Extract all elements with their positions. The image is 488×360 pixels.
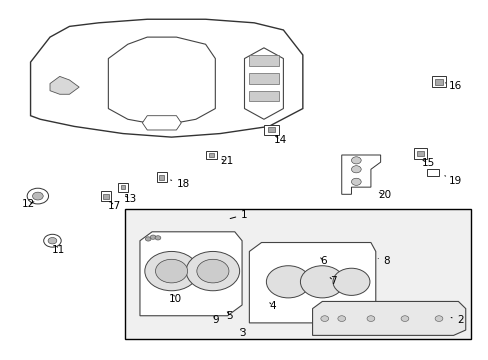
Circle shape	[155, 236, 161, 240]
Circle shape	[366, 316, 374, 321]
Polygon shape	[30, 19, 302, 137]
Bar	[103, 194, 108, 199]
Polygon shape	[341, 155, 380, 194]
Bar	[205, 150, 216, 159]
Bar	[118, 183, 127, 192]
Text: 18: 18	[170, 179, 190, 189]
Circle shape	[434, 316, 442, 321]
Text: 17: 17	[108, 201, 121, 211]
Text: 2: 2	[450, 315, 463, 325]
Bar	[431, 76, 446, 87]
Text: 21: 21	[220, 157, 233, 166]
Circle shape	[351, 166, 361, 173]
Bar	[249, 55, 278, 66]
Bar	[101, 191, 111, 201]
Bar	[208, 153, 214, 157]
Circle shape	[150, 235, 156, 239]
Circle shape	[320, 316, 328, 321]
Circle shape	[300, 266, 344, 298]
Text: 5: 5	[225, 311, 232, 321]
Polygon shape	[249, 243, 375, 323]
Bar	[434, 79, 442, 85]
Text: 14: 14	[273, 135, 286, 145]
Bar	[414, 148, 426, 158]
Polygon shape	[244, 48, 283, 119]
Text: 16: 16	[445, 81, 461, 91]
Text: 10: 10	[168, 294, 182, 303]
Circle shape	[351, 157, 361, 164]
Bar	[264, 125, 278, 135]
Polygon shape	[140, 232, 242, 316]
Circle shape	[145, 237, 151, 241]
Bar	[267, 127, 274, 132]
Circle shape	[337, 316, 345, 321]
Circle shape	[197, 259, 228, 283]
Circle shape	[27, 188, 48, 204]
Text: 11: 11	[52, 245, 65, 255]
Text: 1: 1	[230, 210, 247, 220]
Circle shape	[400, 316, 408, 321]
Text: 12: 12	[21, 199, 35, 209]
Circle shape	[43, 234, 61, 247]
Circle shape	[351, 178, 361, 185]
Bar	[159, 175, 164, 180]
Circle shape	[332, 268, 369, 296]
Text: 20: 20	[377, 190, 390, 200]
Text: 7: 7	[329, 276, 336, 286]
Text: 4: 4	[269, 301, 275, 311]
Polygon shape	[50, 76, 79, 94]
Text: 9: 9	[212, 315, 218, 325]
Bar	[249, 91, 278, 102]
Bar	[120, 185, 125, 189]
Text: 8: 8	[377, 256, 389, 266]
Bar	[157, 172, 166, 182]
Polygon shape	[108, 37, 215, 123]
Bar	[125, 208, 469, 339]
Text: 13: 13	[123, 194, 137, 203]
Bar	[426, 168, 438, 176]
Circle shape	[155, 259, 187, 283]
Polygon shape	[312, 301, 465, 336]
Circle shape	[186, 251, 239, 291]
Text: 3: 3	[238, 328, 245, 338]
Bar	[249, 73, 278, 84]
Text: 6: 6	[320, 256, 326, 266]
Circle shape	[266, 266, 309, 298]
Text: 19: 19	[444, 176, 461, 186]
Polygon shape	[142, 116, 181, 130]
Circle shape	[48, 238, 57, 244]
Circle shape	[32, 192, 43, 200]
Circle shape	[144, 251, 198, 291]
Text: 15: 15	[421, 158, 434, 168]
Bar	[417, 150, 423, 156]
